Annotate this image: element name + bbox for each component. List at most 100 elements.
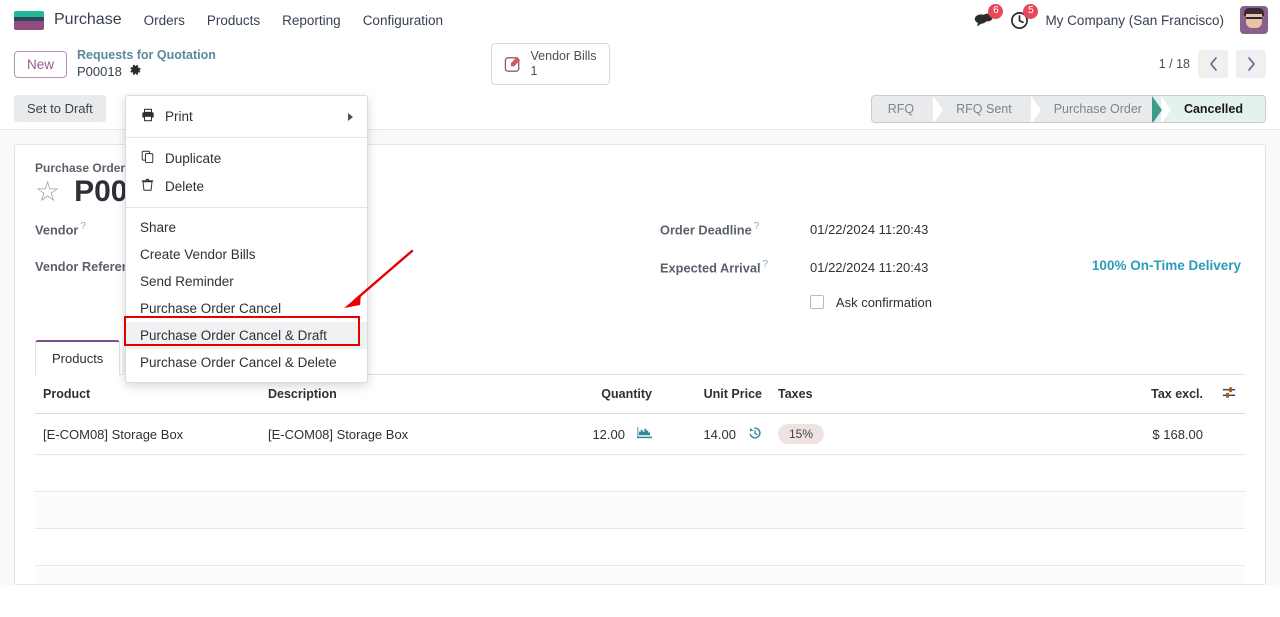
cell-quantity[interactable]: 12.00 (530, 413, 660, 455)
column-header-tax-excl[interactable]: Tax excl. (1071, 375, 1211, 414)
activities-badge: 5 (1023, 3, 1039, 19)
on-time-delivery-badge[interactable]: 100% On-Time Delivery (1091, 258, 1241, 273)
sliders-icon (1222, 387, 1237, 403)
cell-spacer (940, 413, 1071, 455)
field-label-expected-arrival: Expected Arrival? (660, 259, 810, 275)
unit-price-value: 14.00 (703, 426, 736, 442)
table-row-empty[interactable] (35, 491, 1245, 529)
gear-icon[interactable] (129, 64, 142, 79)
pager: 1 / 18 (1159, 50, 1266, 78)
order-lines-head: Product Description Quantity Unit Price … (35, 375, 1245, 414)
menu-item-send-reminder[interactable]: Send Reminder (126, 268, 367, 295)
menu-item-share[interactable]: Share (126, 214, 367, 241)
chevron-left-icon (1209, 57, 1217, 71)
field-vendor-reference: Vendor Reference (35, 259, 640, 279)
tab-products[interactable]: Products (35, 340, 121, 375)
pager-previous-button[interactable] (1198, 50, 1228, 78)
star-icon[interactable]: ☆ (35, 176, 61, 207)
vendor-label-text: Vendor (35, 222, 79, 238)
record-actions-dropdown-menu: Print Duplicate Delete Share Create Vend… (125, 95, 368, 383)
order-deadline-label-text: Order Deadline (660, 222, 752, 238)
company-switcher[interactable]: My Company (San Francisco) (1045, 12, 1224, 28)
help-icon[interactable]: ? (753, 221, 760, 232)
status-stage-cancelled[interactable]: Cancelled (1151, 95, 1265, 122)
menu-item-print[interactable]: Print (126, 102, 367, 131)
chevron-right-icon (348, 112, 353, 121)
menu-item-purchase-order-cancel-and-draft[interactable]: Purchase Order Cancel & Draft (126, 322, 367, 349)
menu-item-purchase-order-cancel-and-delete-label: Purchase Order Cancel & Delete (140, 355, 337, 370)
status-stage-rfq-sent[interactable]: RFQ Sent (934, 95, 1041, 122)
avatar[interactable] (1240, 6, 1268, 34)
vendor-bills-value: 1 (530, 64, 538, 78)
cell-unit-price[interactable]: 14.00 (660, 413, 770, 455)
status-pipeline: RFQ RFQ Sent Purchase Order Cancelled (870, 94, 1266, 123)
menu-item-purchase-order-cancel-and-delete[interactable]: Purchase Order Cancel & Delete (126, 349, 367, 376)
cell-tax-excl: $ 168.00 (1071, 413, 1211, 455)
form-sheet: Purchase Order ☆ P00018 Vendor? Vendor R… (14, 144, 1266, 585)
menu-item-purchase-order-cancel[interactable]: Purchase Order Cancel (126, 295, 367, 322)
cell-row-options[interactable] (1211, 413, 1245, 455)
menu-item-send-reminder-label: Send Reminder (140, 274, 234, 289)
field-label-vendor-reference: Vendor Reference (35, 259, 144, 274)
field-value-order-deadline[interactable]: 01/22/2024 11:20:43 (810, 222, 929, 238)
field-label-vendor: Vendor? (35, 221, 185, 237)
column-header-quantity[interactable]: Quantity (530, 375, 660, 414)
table-row-empty[interactable] (35, 454, 1245, 492)
messages-button[interactable]: 6 (974, 4, 1004, 29)
menu-item-create-vendor-bills[interactable]: Create Vendor Bills (126, 241, 367, 268)
table-header-row: Product Description Quantity Unit Price … (35, 375, 1245, 414)
odoo-logo[interactable] (14, 10, 44, 30)
nav-item-reporting[interactable]: Reporting (282, 12, 341, 28)
nav-item-configuration[interactable]: Configuration (362, 12, 443, 28)
cell-description[interactable]: [E-COM08] Storage Box (260, 413, 530, 455)
column-header-taxes[interactable]: Taxes (770, 375, 940, 414)
optional-columns-button[interactable] (1211, 375, 1245, 414)
pencil-square-icon (504, 56, 520, 72)
ask-confirmation-checkbox[interactable] (810, 295, 824, 309)
vendor-bills-label: Vendor Bills (530, 49, 597, 63)
new-button[interactable]: New (14, 50, 68, 78)
table-row-empty[interactable] (35, 565, 1245, 584)
menu-item-share-label: Share (140, 220, 177, 235)
nav-item-orders[interactable]: Orders (143, 12, 185, 28)
menu-item-purchase-order-cancel-label: Purchase Order Cancel (140, 301, 282, 316)
menu-separator (126, 137, 367, 138)
field-value-expected-arrival[interactable]: 01/22/2024 11:20:43 (810, 260, 929, 276)
nav-item-products[interactable]: Products (206, 12, 261, 28)
breadcrumb-parent-link[interactable]: Requests for Quotation (77, 48, 216, 63)
messages-badge: 6 (988, 4, 1004, 19)
status-stage-rfq[interactable]: RFQ (871, 95, 944, 122)
ask-confirmation-control: Ask confirmation (810, 293, 932, 310)
activities-button[interactable]: 5 (1010, 3, 1039, 30)
expected-arrival-label-text: Expected Arrival (660, 260, 761, 276)
price-history-icon[interactable] (748, 426, 762, 443)
app-name[interactable]: Purchase (54, 11, 122, 28)
breadcrumb: Requests for Quotation P00018 (77, 48, 216, 80)
column-header-unit-price[interactable]: Unit Price (660, 375, 770, 414)
forecast-chart-icon[interactable] (637, 426, 652, 442)
field-vendor: Vendor? (35, 221, 640, 241)
stat-buttons-area: Vendor Bills 1 (490, 43, 610, 85)
cell-taxes[interactable]: 15% (770, 413, 940, 455)
help-icon[interactable]: ? (762, 259, 769, 270)
vendor-bills-stat-button[interactable]: Vendor Bills 1 (490, 43, 610, 85)
set-to-draft-button[interactable]: Set to Draft (14, 95, 106, 122)
table-row-empty[interactable] (35, 528, 1245, 566)
form-column-right: Order Deadline? 01/22/2024 11:20:43 Expe… (640, 221, 1245, 331)
breadcrumb-current-row: P00018 (77, 64, 216, 80)
chevron-right-icon (1247, 57, 1255, 71)
table-row[interactable]: [E-COM08] Storage Box [E-COM08] Storage … (35, 413, 1245, 455)
menu-item-create-vendor-bills-label: Create Vendor Bills (140, 247, 256, 262)
menu-item-duplicate-label: Duplicate (165, 150, 222, 166)
ask-confirmation-label: Ask confirmation (835, 295, 932, 310)
copy-icon (140, 150, 155, 166)
pager-next-button[interactable] (1236, 50, 1266, 78)
menu-item-duplicate[interactable]: Duplicate (126, 144, 367, 172)
help-icon[interactable]: ? (80, 221, 86, 232)
field-order-deadline: Order Deadline? 01/22/2024 11:20:43 (660, 221, 1245, 241)
breadcrumb-current: P00018 (77, 63, 122, 79)
clock-icon (1011, 11, 1029, 29)
cell-product[interactable]: [E-COM08] Storage Box (35, 413, 260, 455)
status-stage-purchase-order[interactable]: Purchase Order (1031, 95, 1172, 122)
menu-item-delete[interactable]: Delete (126, 172, 367, 201)
